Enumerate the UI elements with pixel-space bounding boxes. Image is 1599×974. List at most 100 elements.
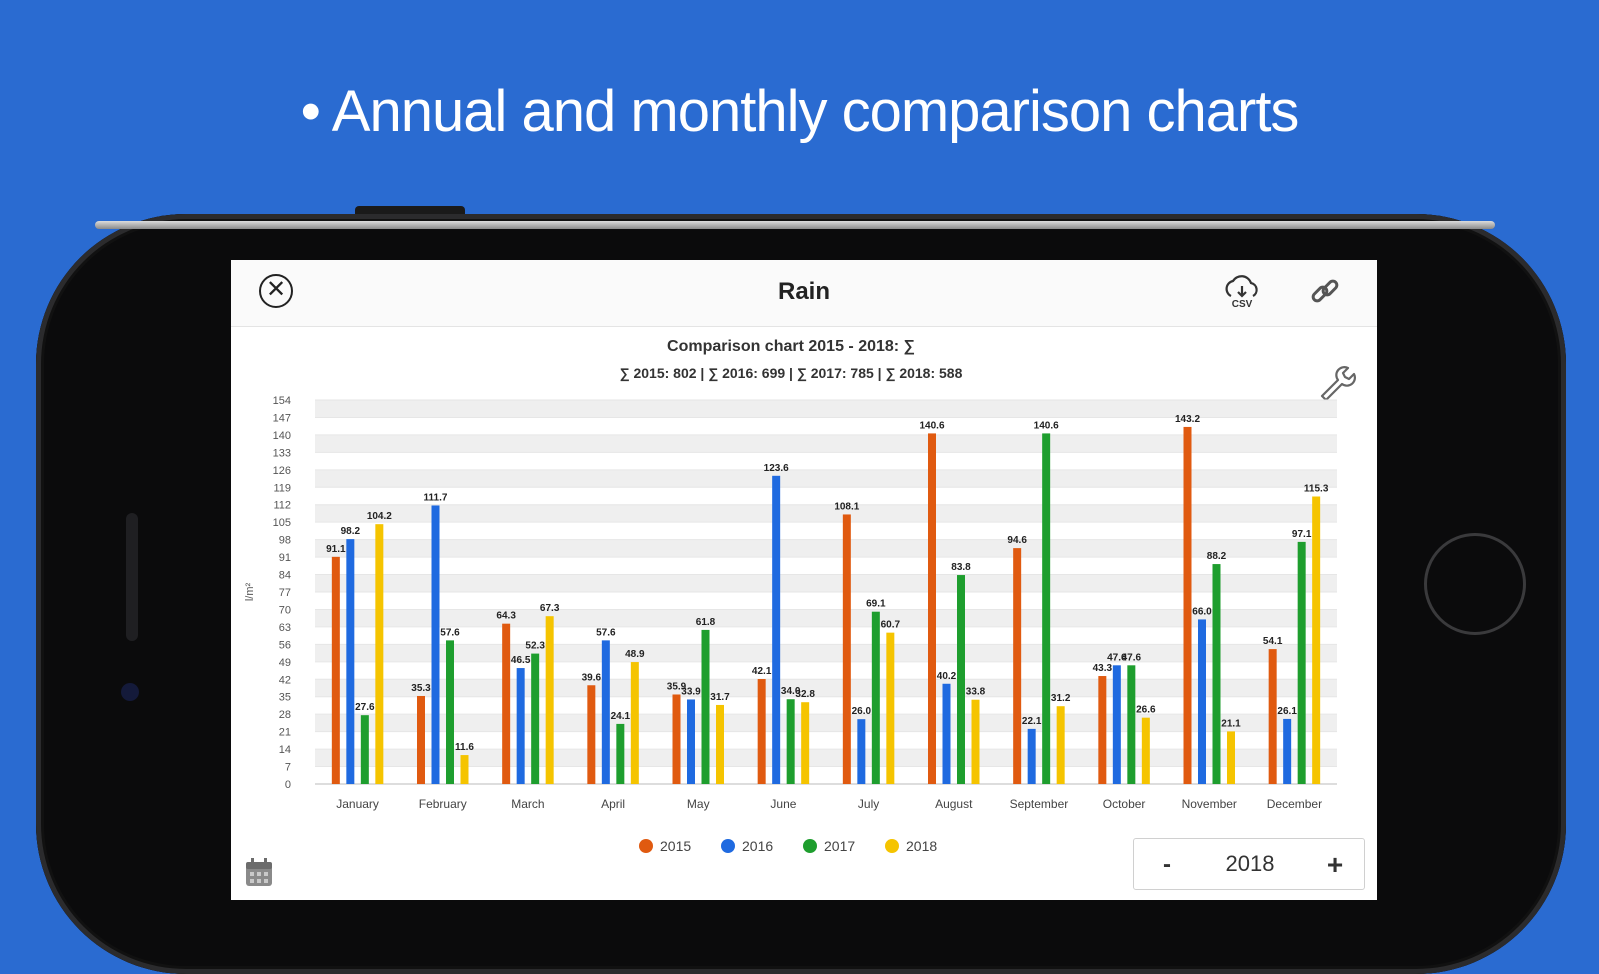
bar-value-label: 26.1 — [1277, 706, 1297, 717]
y-tick-label: 105 — [273, 517, 291, 529]
bar — [1198, 619, 1206, 784]
bar — [531, 653, 540, 784]
bar — [1127, 665, 1136, 784]
bar-value-label: 88.2 — [1207, 551, 1227, 562]
grid-band — [315, 504, 1337, 523]
comparison-chart: Comparison chart 2015 - 2018: ∑ ∑ 2015: 8… — [244, 338, 1337, 854]
y-tick-label: 126 — [273, 465, 291, 477]
bar-value-label: 31.7 — [710, 692, 730, 703]
bar — [1312, 496, 1321, 784]
bar-value-label: 143.2 — [1175, 414, 1200, 425]
y-tick-label: 14 — [279, 744, 291, 756]
grid-band — [315, 714, 1337, 732]
bar-value-label: 57.6 — [596, 627, 616, 638]
grid-band — [315, 400, 1337, 418]
y-tick-label: 119 — [273, 482, 291, 494]
y-tick-label: 28 — [279, 709, 291, 721]
bar — [346, 539, 355, 784]
app-screen: ✕ Rain CSV Comparison chart 2015 - 2018:… — [231, 260, 1377, 900]
bar-value-label: 35.9 — [667, 681, 687, 692]
chart-subtitle: ∑ 2015: 802 | ∑ 2016: 699 | ∑ 2017: 785 … — [620, 365, 963, 382]
grid-band — [315, 574, 1337, 592]
bar-value-label: 46.5 — [511, 655, 531, 666]
x-tick-label: February — [419, 797, 467, 811]
bar-value-label: 26.6 — [1136, 705, 1156, 716]
csv-label: CSV — [1232, 299, 1253, 310]
y-axis-label: l/m² — [244, 583, 256, 602]
x-tick-label: July — [858, 797, 879, 811]
bar-value-label: 43.3 — [1093, 663, 1113, 674]
year-value: 2018 — [1225, 851, 1275, 876]
bar — [1183, 426, 1192, 784]
grid-band — [315, 434, 1337, 453]
bar-value-label: 52.3 — [525, 641, 545, 652]
bar-value-label: 47.6 — [1107, 652, 1127, 663]
calendar-icon[interactable] — [243, 856, 275, 888]
bar-value-label: 67.3 — [540, 603, 560, 614]
legend-swatch — [885, 839, 899, 853]
bar-value-label: 40.2 — [937, 671, 957, 682]
bar-value-label: 32.8 — [795, 689, 815, 700]
bar-value-label: 83.8 — [951, 562, 971, 573]
bar-value-label: 54.1 — [1263, 636, 1283, 647]
y-tick-label: 35 — [279, 692, 291, 704]
bar-value-label: 61.8 — [696, 617, 716, 628]
bar-value-label: 33.9 — [681, 686, 701, 697]
bar-value-label: 140.6 — [1034, 420, 1059, 431]
y-tick-label: 154 — [273, 395, 291, 407]
bar — [942, 683, 951, 784]
y-tick-label: 63 — [279, 622, 291, 634]
bar — [1056, 706, 1065, 784]
home-button[interactable] — [1424, 533, 1526, 635]
bar-value-label: 69.1 — [866, 599, 886, 610]
bar-value-label: 94.6 — [1007, 535, 1027, 546]
bar-value-label: 39.6 — [582, 672, 602, 683]
legend-label: 2018 — [906, 838, 937, 854]
bar — [460, 755, 469, 784]
phone-bezel-edge — [95, 221, 1495, 229]
bar — [616, 723, 625, 784]
x-tick-label: June — [770, 797, 796, 811]
bar — [757, 679, 766, 784]
bar — [772, 475, 781, 784]
bar-value-label: 47.6 — [1122, 652, 1142, 663]
year-decrement-button[interactable]: - — [1163, 851, 1171, 878]
grid-band — [315, 644, 1337, 662]
y-tick-label: 49 — [279, 657, 291, 669]
bar — [928, 433, 936, 784]
bar — [1042, 433, 1051, 784]
bar — [545, 616, 554, 784]
x-tick-label: December — [1267, 797, 1322, 811]
y-tick-label: 140 — [273, 430, 291, 442]
cloud-download-icon[interactable]: CSV — [1221, 274, 1263, 310]
bar — [886, 632, 895, 784]
bar — [871, 611, 880, 784]
bar-value-label: 97.1 — [1292, 529, 1312, 540]
bar-value-label: 66.0 — [1192, 606, 1212, 617]
y-tick-label: 0 — [285, 779, 291, 791]
bar — [701, 629, 710, 784]
bar-value-label: 42.1 — [752, 666, 772, 677]
link-icon[interactable] — [1309, 276, 1341, 308]
x-tick-label: January — [336, 797, 379, 811]
y-tick-label: 7 — [285, 762, 291, 774]
bar — [1227, 731, 1235, 784]
legend-label: 2016 — [742, 838, 773, 854]
close-icon[interactable]: ✕ — [259, 274, 293, 308]
bar — [842, 514, 851, 784]
bar — [1268, 649, 1277, 784]
y-tick-label: 56 — [279, 639, 291, 651]
y-tick-label: 42 — [279, 674, 291, 686]
bar-value-label: 48.9 — [625, 649, 645, 660]
bar — [957, 575, 965, 784]
grid-band — [315, 749, 1337, 767]
year-increment-button[interactable]: + — [1326, 849, 1344, 880]
bar-value-label: 31.2 — [1051, 693, 1071, 704]
y-tick-label: 21 — [279, 727, 291, 739]
bar — [716, 704, 724, 784]
x-tick-label: September — [1010, 797, 1069, 811]
wrench-icon[interactable] — [1316, 362, 1356, 402]
bar — [446, 640, 454, 784]
bar — [417, 695, 425, 784]
bar-value-label: 33.8 — [966, 687, 986, 698]
